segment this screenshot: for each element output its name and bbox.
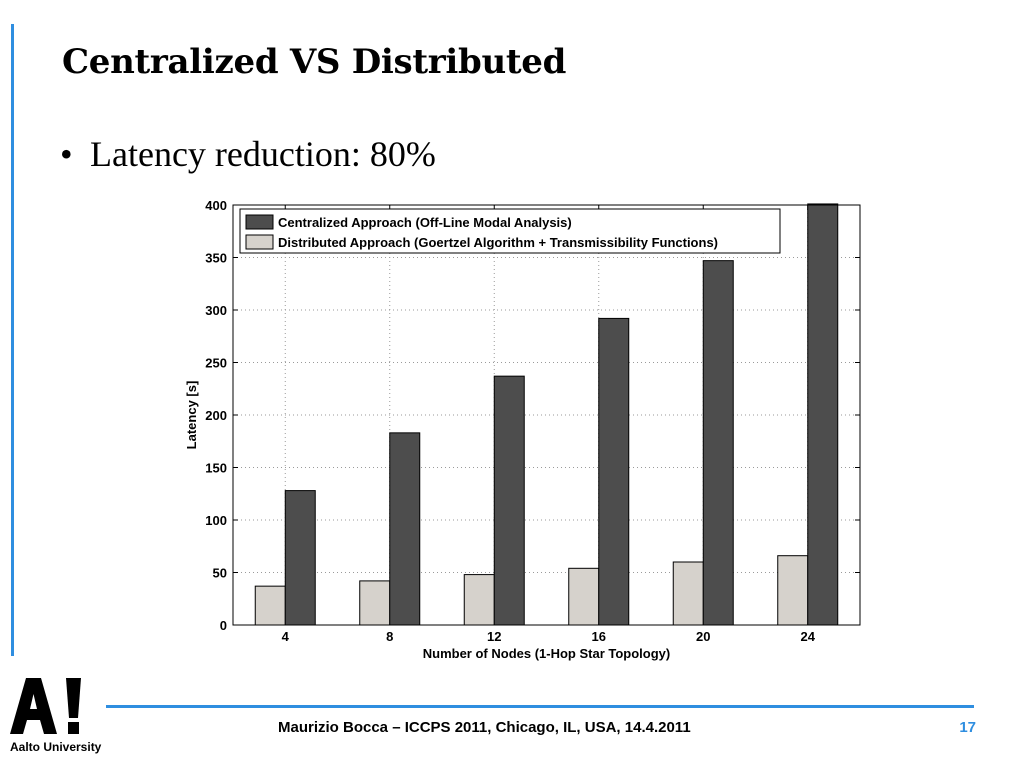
footer-text: Maurizio Bocca – ICCPS 2011, Chicago, IL… [278, 719, 691, 736]
y-tick-label: 50 [213, 566, 227, 581]
legend-swatch [245, 234, 274, 250]
bullet-item: • Latency reduction: 80% [60, 130, 436, 178]
y-tick-label: 400 [205, 198, 227, 213]
bar-distributed [672, 561, 704, 626]
bar-centralized [493, 375, 525, 626]
x-tick-label: 16 [592, 629, 606, 644]
legend-label: Distributed Approach (Goertzel Algorithm… [278, 235, 718, 250]
y-tick-label: 300 [205, 303, 227, 318]
y-tick-label: 350 [205, 251, 227, 266]
x-tick-label: 4 [282, 629, 290, 644]
y-tick-label: 250 [205, 356, 227, 371]
x-tick-label: 20 [696, 629, 710, 644]
bar-centralized [389, 432, 421, 626]
bullet-dot: • [60, 134, 73, 174]
bullet-text: Latency reduction: 80% [90, 134, 436, 174]
legend-label: Centralized Approach (Off-Line Modal Ana… [278, 215, 572, 230]
x-tick-label: 12 [487, 629, 501, 644]
latency-bar-chart: 0 50 100 150 200 250 300 350 400 4 8 12 16 20 24 Centra… [184, 198, 861, 661]
x-tick-label: 24 [801, 629, 816, 644]
y-axis-label: Latency [s] [184, 381, 199, 450]
slide-title: Centralized VS Distributed [62, 42, 567, 82]
aalto-logo: Aalto University [10, 678, 110, 758]
bar-distributed [463, 574, 495, 626]
bar-distributed [359, 580, 391, 626]
footer-rule [106, 705, 974, 708]
y-tick-label: 200 [205, 408, 227, 423]
bar-centralized [807, 203, 839, 626]
legend-swatch [245, 214, 274, 230]
bar-centralized [598, 317, 630, 626]
y-tick-label: 150 [205, 461, 227, 476]
y-tick-label: 100 [205, 513, 227, 528]
axes-frame [232, 204, 861, 626]
left-accent-rule [11, 24, 14, 656]
logo-text: Aalto University [10, 740, 102, 754]
bar-centralized [702, 260, 734, 626]
bar-distributed [568, 567, 600, 626]
x-tick-label: 8 [386, 629, 393, 644]
aalto-logo-mark [10, 678, 81, 734]
x-axis-label: Number of Nodes (1-Hop Star Topology) [423, 646, 670, 661]
page-number: 17 [959, 719, 976, 736]
legend-box [239, 208, 781, 254]
bar-centralized [284, 490, 316, 626]
bar-distributed [254, 585, 286, 626]
bar-distributed [777, 555, 809, 626]
y-tick-label: 0 [220, 618, 227, 633]
